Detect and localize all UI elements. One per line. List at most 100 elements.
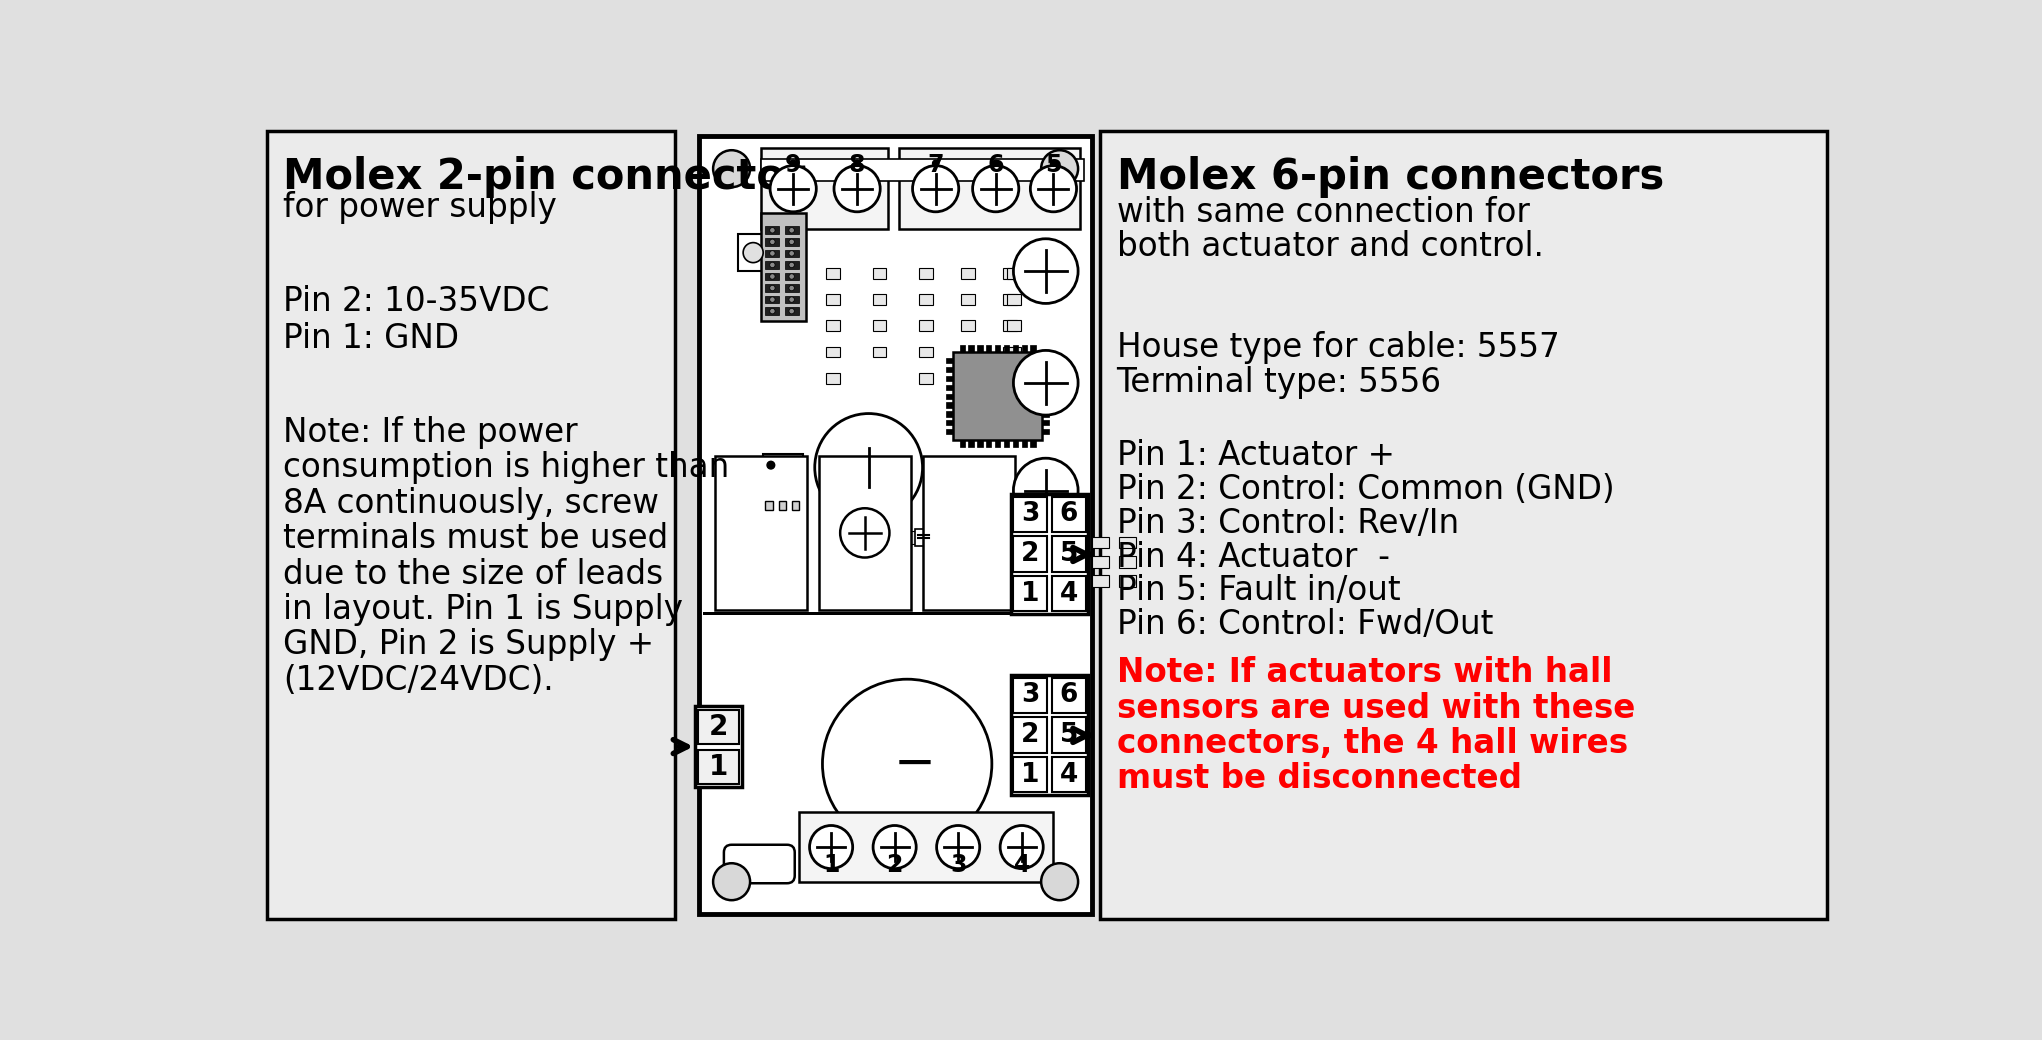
Bar — [1119, 537, 1135, 548]
Bar — [868, 553, 892, 568]
Bar — [919, 372, 933, 384]
Circle shape — [788, 296, 794, 303]
Bar — [898, 148, 1080, 229]
Bar — [978, 345, 982, 352]
Text: 2: 2 — [1021, 541, 1039, 567]
Bar — [1041, 375, 1050, 382]
Bar — [784, 295, 798, 304]
Bar — [945, 420, 954, 425]
Bar — [798, 812, 1054, 882]
Bar — [968, 441, 974, 447]
Bar — [766, 238, 780, 245]
Text: Molex 2-pin connector: Molex 2-pin connector — [284, 156, 807, 198]
Bar — [1041, 420, 1050, 425]
Text: 6: 6 — [1060, 682, 1078, 708]
Circle shape — [770, 251, 776, 256]
Circle shape — [770, 285, 776, 291]
Circle shape — [770, 165, 817, 212]
Bar — [1052, 718, 1086, 753]
Bar — [1011, 494, 1088, 614]
Bar — [766, 227, 780, 234]
Bar — [784, 250, 798, 257]
Bar — [1041, 385, 1050, 390]
Text: consumption is higher than: consumption is higher than — [284, 451, 729, 485]
Bar — [1021, 441, 1027, 447]
Bar — [737, 234, 768, 271]
Bar — [945, 385, 954, 390]
Bar — [1013, 497, 1048, 531]
Text: 5: 5 — [1060, 722, 1078, 748]
Text: with same connection for: with same connection for — [1117, 197, 1529, 230]
Circle shape — [768, 462, 774, 469]
Circle shape — [1013, 459, 1078, 523]
Text: 1: 1 — [1021, 581, 1039, 607]
Bar — [1005, 345, 1009, 352]
Bar — [919, 294, 933, 305]
Circle shape — [1013, 350, 1078, 415]
Bar — [827, 553, 849, 568]
Bar — [1066, 556, 1082, 568]
Text: Pin 6: Control: Fwd/Out: Pin 6: Control: Fwd/Out — [1117, 608, 1493, 642]
Circle shape — [770, 309, 776, 314]
Bar — [1011, 530, 1033, 545]
Circle shape — [1041, 150, 1078, 187]
Bar — [784, 227, 798, 234]
Text: 3: 3 — [950, 853, 966, 877]
Text: −: − — [894, 739, 935, 788]
Text: Molex 6-pin connectors: Molex 6-pin connectors — [1117, 156, 1664, 198]
Circle shape — [854, 160, 860, 166]
Text: 1: 1 — [1021, 762, 1039, 788]
Circle shape — [788, 239, 794, 244]
Bar — [1011, 675, 1088, 795]
Text: must be disconnected: must be disconnected — [1117, 762, 1521, 796]
Bar — [762, 148, 888, 229]
Text: 9: 9 — [784, 153, 800, 177]
Circle shape — [788, 228, 794, 233]
Bar — [1092, 556, 1109, 568]
Bar — [1054, 530, 1076, 545]
Bar — [827, 346, 839, 358]
Circle shape — [833, 165, 880, 212]
Circle shape — [913, 165, 960, 212]
Text: Pin 3: Control: Rev/In: Pin 3: Control: Rev/In — [1117, 506, 1458, 540]
Bar — [1041, 358, 1050, 364]
Circle shape — [972, 165, 1019, 212]
Bar — [1052, 537, 1086, 572]
Circle shape — [788, 285, 794, 291]
Text: 4: 4 — [1013, 853, 1029, 877]
Bar — [766, 250, 780, 257]
Text: 6: 6 — [1060, 501, 1078, 527]
Circle shape — [788, 251, 794, 256]
Bar — [915, 529, 931, 546]
Circle shape — [937, 826, 980, 868]
Text: both actuator and control.: both actuator and control. — [1117, 230, 1544, 262]
Text: House type for cable: 5557: House type for cable: 5557 — [1117, 331, 1560, 364]
Circle shape — [790, 160, 796, 166]
Text: (12VDC/24VDC).: (12VDC/24VDC). — [284, 664, 553, 697]
Circle shape — [788, 262, 794, 267]
Bar — [945, 358, 954, 364]
Text: terminals must be used: terminals must be used — [284, 522, 668, 555]
Bar — [1003, 294, 1017, 305]
Bar — [827, 294, 839, 305]
Bar — [954, 530, 976, 545]
Text: Terminal type: 5556: Terminal type: 5556 — [1117, 366, 1442, 398]
Bar — [1052, 497, 1086, 531]
Circle shape — [1013, 239, 1078, 304]
Bar — [762, 213, 805, 321]
Text: 3: 3 — [1021, 501, 1039, 527]
Bar — [986, 345, 992, 352]
Bar — [962, 320, 974, 331]
Bar — [766, 307, 780, 315]
Bar — [872, 346, 886, 358]
Text: for power supply: for power supply — [284, 191, 557, 224]
Bar — [1007, 320, 1021, 331]
Bar — [764, 454, 803, 502]
Bar — [1013, 718, 1048, 753]
Text: 6: 6 — [988, 153, 1005, 177]
Bar — [698, 710, 739, 744]
Bar — [1007, 372, 1021, 384]
Bar — [784, 261, 798, 268]
Bar — [819, 456, 911, 609]
Bar — [960, 345, 966, 352]
